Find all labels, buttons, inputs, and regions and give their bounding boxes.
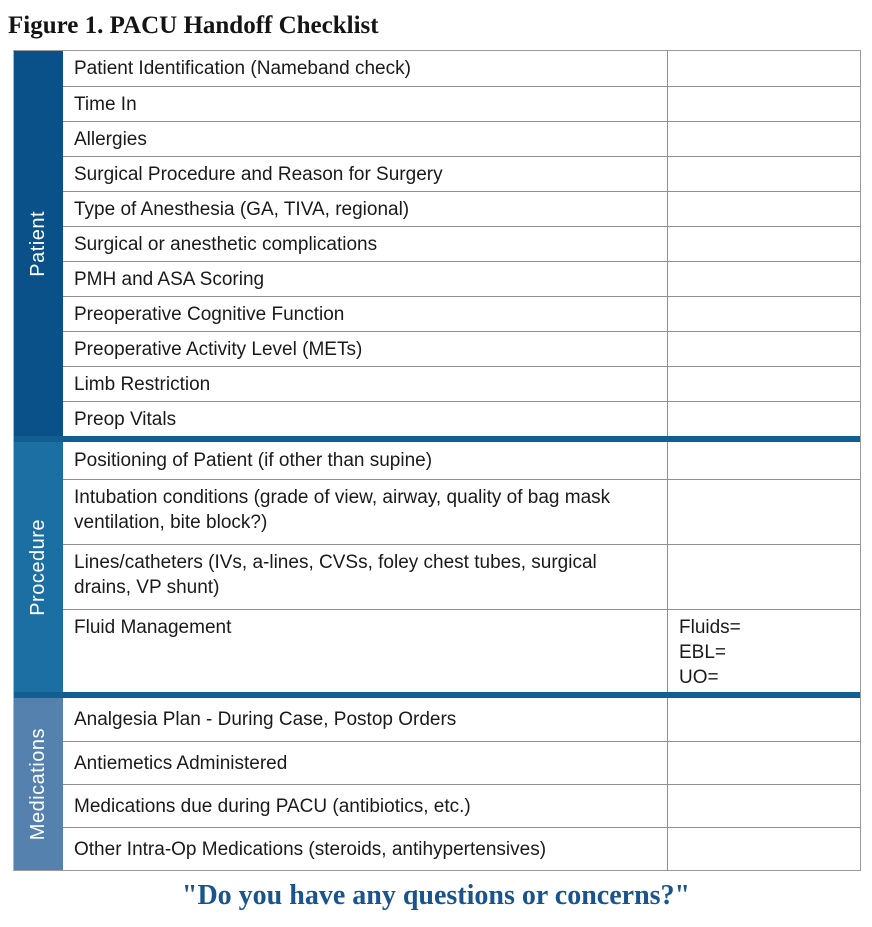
response-cell [667, 442, 860, 479]
section-label-text: Patient [27, 210, 49, 277]
response-cell [667, 51, 860, 86]
checklist-item: Preoperative Cognitive Function [74, 303, 345, 325]
table-row: Fluid Management Fluids= EBL= UO= [63, 609, 860, 692]
section-label-procedure: Procedure [14, 442, 63, 692]
response-cell [667, 742, 860, 784]
section-patient: Patient Patient Identification (Nameband… [14, 51, 860, 436]
section-divider [14, 436, 860, 442]
section-label-text: Medications [27, 727, 49, 841]
section-rows: Patient Identification (Nameband check) … [63, 51, 860, 436]
checklist-table: Patient Patient Identification (Nameband… [13, 50, 861, 871]
response-cell-fluids: Fluids= EBL= UO= [667, 610, 860, 692]
fluid-answer-line: EBL= [679, 642, 727, 663]
response-cell [667, 297, 860, 331]
section-label-medications: Medications [14, 698, 63, 870]
fluid-answer-line: Fluids= [679, 617, 741, 638]
response-cell [667, 367, 860, 401]
checklist-item: Patient Identification (Nameband check) [74, 58, 411, 79]
response-cell [667, 828, 860, 870]
table-row: Preop Vitals [63, 401, 860, 436]
section-rows: Analgesia Plan - During Case, Postop Ord… [63, 698, 860, 870]
table-row: Preoperative Cognitive Function [63, 296, 860, 331]
section-medications: Medications Analgesia Plan - During Case… [14, 698, 860, 870]
checklist-item: Positioning of Patient (if other than su… [74, 450, 433, 471]
table-row: Other Intra-Op Medications (steroids, an… [63, 827, 860, 870]
table-row: Medications due during PACU (antibiotics… [63, 784, 860, 827]
response-cell [667, 157, 860, 191]
table-row: Allergies [63, 121, 860, 156]
table-row: Lines/catheters (IVs, a-lines, CVSs, fol… [63, 544, 860, 609]
table-row: Time In [63, 86, 860, 121]
table-row: Type of Anesthesia (GA, TIVA, regional) [63, 191, 860, 226]
checklist-item: Antiemetics Administered [74, 752, 288, 774]
response-cell [667, 332, 860, 366]
section-procedure: Procedure Positioning of Patient (if oth… [14, 442, 860, 692]
checklist-item: Surgical or anesthetic complications [74, 233, 378, 255]
checklist-item: Fluid Management [74, 617, 232, 638]
checklist-item: Time In [74, 93, 137, 115]
checklist-item: Other Intra-Op Medications (steroids, an… [74, 838, 547, 860]
table-row: Surgical or anesthetic complications [63, 226, 860, 261]
checklist-item: Type of Anesthesia (GA, TIVA, regional) [74, 198, 410, 220]
table-row: Antiemetics Administered [63, 741, 860, 784]
table-row: Intubation conditions (grade of view, ai… [63, 479, 860, 544]
response-cell [667, 227, 860, 261]
checklist-item: Medications due during PACU (antibiotics… [74, 795, 471, 817]
response-cell [667, 122, 860, 156]
checklist-item: Limb Restriction [74, 373, 211, 395]
checklist-item: Analgesia Plan - During Case, Postop Ord… [74, 709, 457, 730]
response-cell [667, 545, 860, 609]
response-cell [667, 785, 860, 827]
fluid-answer-line: UO= [679, 667, 719, 688]
checklist-item: Intubation conditions (grade of view, ai… [74, 487, 611, 533]
response-cell [667, 698, 860, 741]
table-row: Positioning of Patient (if other than su… [63, 442, 860, 479]
response-cell [667, 480, 860, 544]
table-row: Patient Identification (Nameband check) [63, 51, 860, 86]
section-label-patient: Patient [14, 51, 63, 436]
checklist-item: Lines/catheters (IVs, a-lines, CVSs, fol… [74, 552, 597, 598]
table-row: Preoperative Activity Level (METs) [63, 331, 860, 366]
closing-question: "Do you have any questions or concerns?" [181, 880, 691, 911]
table-row: Surgical Procedure and Reason for Surger… [63, 156, 860, 191]
checklist-item: Allergies [74, 128, 147, 150]
table-row: PMH and ASA Scoring [63, 261, 860, 296]
figure-title: Figure 1. PACU Handoff Checklist [8, 12, 379, 39]
pacu-checklist-figure: Figure 1. PACU Handoff Checklist Patient… [0, 12, 872, 912]
checklist-item: Preoperative Activity Level (METs) [74, 338, 363, 360]
section-label-text: Procedure [27, 518, 49, 616]
checklist-item: Surgical Procedure and Reason for Surger… [74, 163, 443, 185]
section-divider [14, 692, 860, 698]
response-cell [667, 262, 860, 296]
table-row: Analgesia Plan - During Case, Postop Ord… [63, 698, 860, 741]
checklist-item: PMH and ASA Scoring [74, 268, 265, 290]
table-row: Limb Restriction [63, 366, 860, 401]
response-cell [667, 87, 860, 121]
response-cell [667, 402, 860, 436]
section-rows: Positioning of Patient (if other than su… [63, 442, 860, 692]
response-cell [667, 192, 860, 226]
checklist-item: Preop Vitals [74, 408, 177, 430]
